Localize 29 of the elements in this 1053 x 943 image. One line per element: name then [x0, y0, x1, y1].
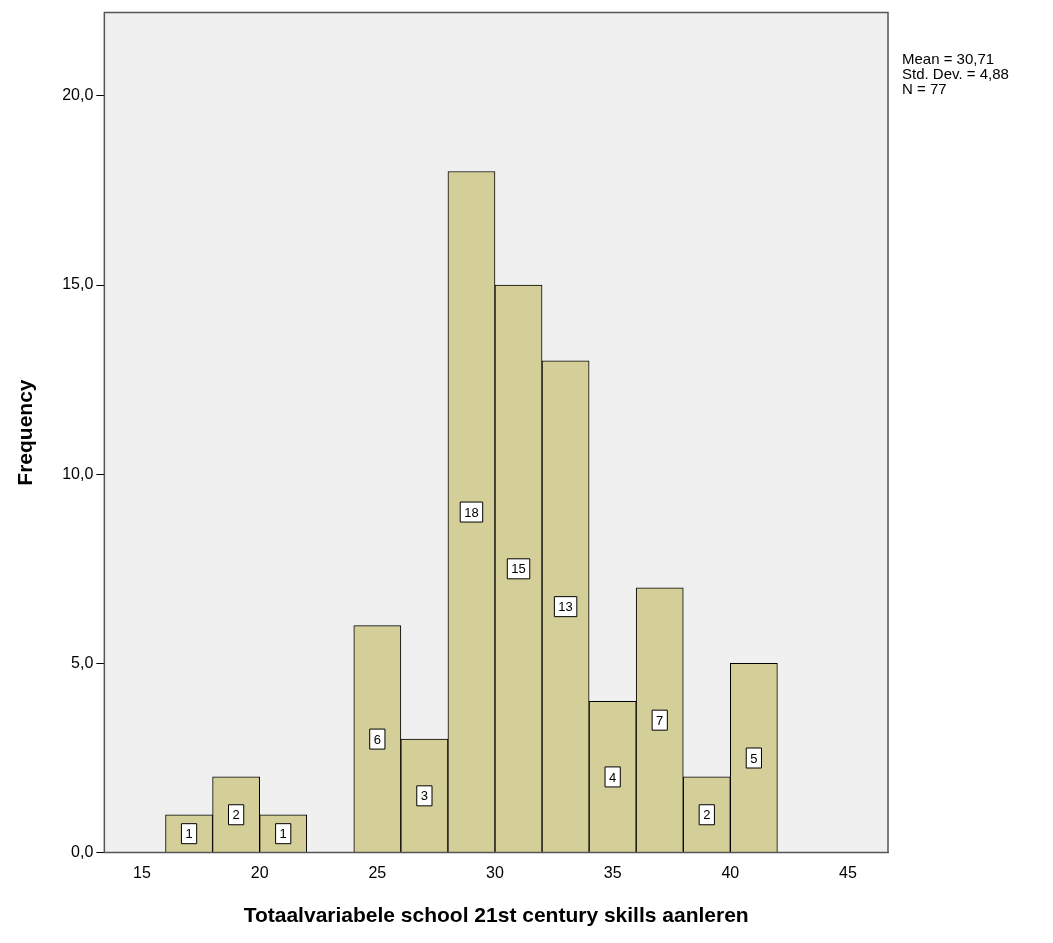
x-tick-label: 45 [839, 863, 857, 881]
data-label: 2 [703, 807, 711, 823]
y-tick-label: 10,0 [62, 464, 94, 482]
y-tick-label: 0,0 [71, 843, 94, 861]
data-label: 2 [232, 807, 240, 823]
data-label: 1 [185, 826, 193, 842]
data-label: 1 [279, 826, 287, 842]
x-axis-title: Totaalvariabele school 21st century skills aanleren [243, 903, 749, 927]
x-tick-label: 20 [250, 863, 269, 881]
y-axis-title: Frequency [13, 379, 37, 486]
data-label: 6 [373, 731, 381, 747]
y-tick-label: 15,0 [62, 275, 94, 293]
data-label: 18 [464, 504, 479, 520]
y-tick-label: 5,0 [71, 653, 94, 671]
data-label: 13 [558, 599, 573, 615]
y-tick-label: 20,0 [62, 86, 94, 104]
x-tick-label: 40 [721, 863, 740, 881]
text: Std. Dev. = 4,88 [902, 65, 1009, 83]
data-label: 3 [420, 788, 429, 804]
data-label: 4 [609, 769, 617, 785]
text: Mean = 30,71 [902, 50, 995, 68]
x-tick-label: 25 [368, 863, 387, 881]
x-tick-label: 15 [133, 863, 151, 881]
data-label: 7 [656, 712, 664, 728]
data-label: 5 [750, 750, 758, 766]
x-tick-label: 30 [486, 863, 504, 881]
text: N = 77 [902, 80, 947, 98]
x-tick-label: 35 [603, 863, 622, 881]
data-label: 15 [511, 561, 526, 577]
